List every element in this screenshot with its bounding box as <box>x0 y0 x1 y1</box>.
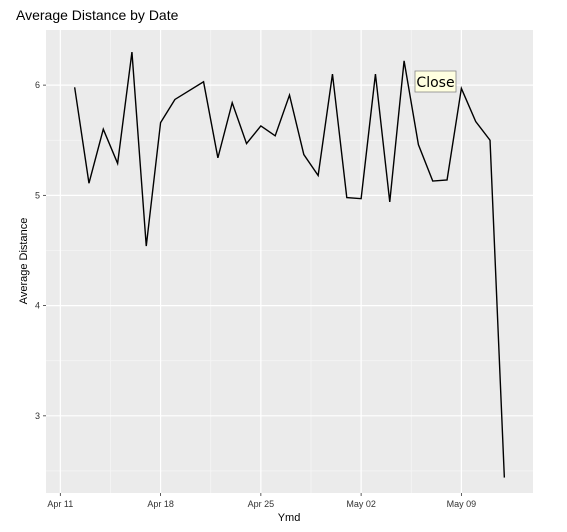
x-tick-label: May 09 <box>447 499 477 509</box>
y-axis-title: Average Distance <box>18 218 30 305</box>
y-tick-label: 6 <box>35 80 40 90</box>
minor-gridlines <box>46 30 533 493</box>
close-tooltip[interactable]: Close <box>414 70 457 93</box>
x-axis-title: Ymd <box>278 512 301 524</box>
y-tick-label: 4 <box>35 301 40 311</box>
close-box[interactable] <box>414 70 457 93</box>
x-tick-label: Apr 25 <box>248 499 275 509</box>
x-tick-label: May 02 <box>346 499 376 509</box>
x-axis-ticks: Apr 11 Apr 18 Apr 25 May 02 May 09 <box>47 493 476 509</box>
y-tick-label: 3 <box>35 411 40 421</box>
major-gridlines <box>46 30 533 493</box>
y-axis-ticks: 3 4 5 6 <box>35 80 46 421</box>
y-tick-label: 5 <box>35 190 40 200</box>
x-tick-label: Apr 11 <box>47 499 73 509</box>
series-line <box>73 51 506 478</box>
chart-title: Average Distance by Date <box>16 7 179 23</box>
x-tick-label: Apr 18 <box>147 499 174 509</box>
close-label[interactable]: Close <box>416 75 454 91</box>
